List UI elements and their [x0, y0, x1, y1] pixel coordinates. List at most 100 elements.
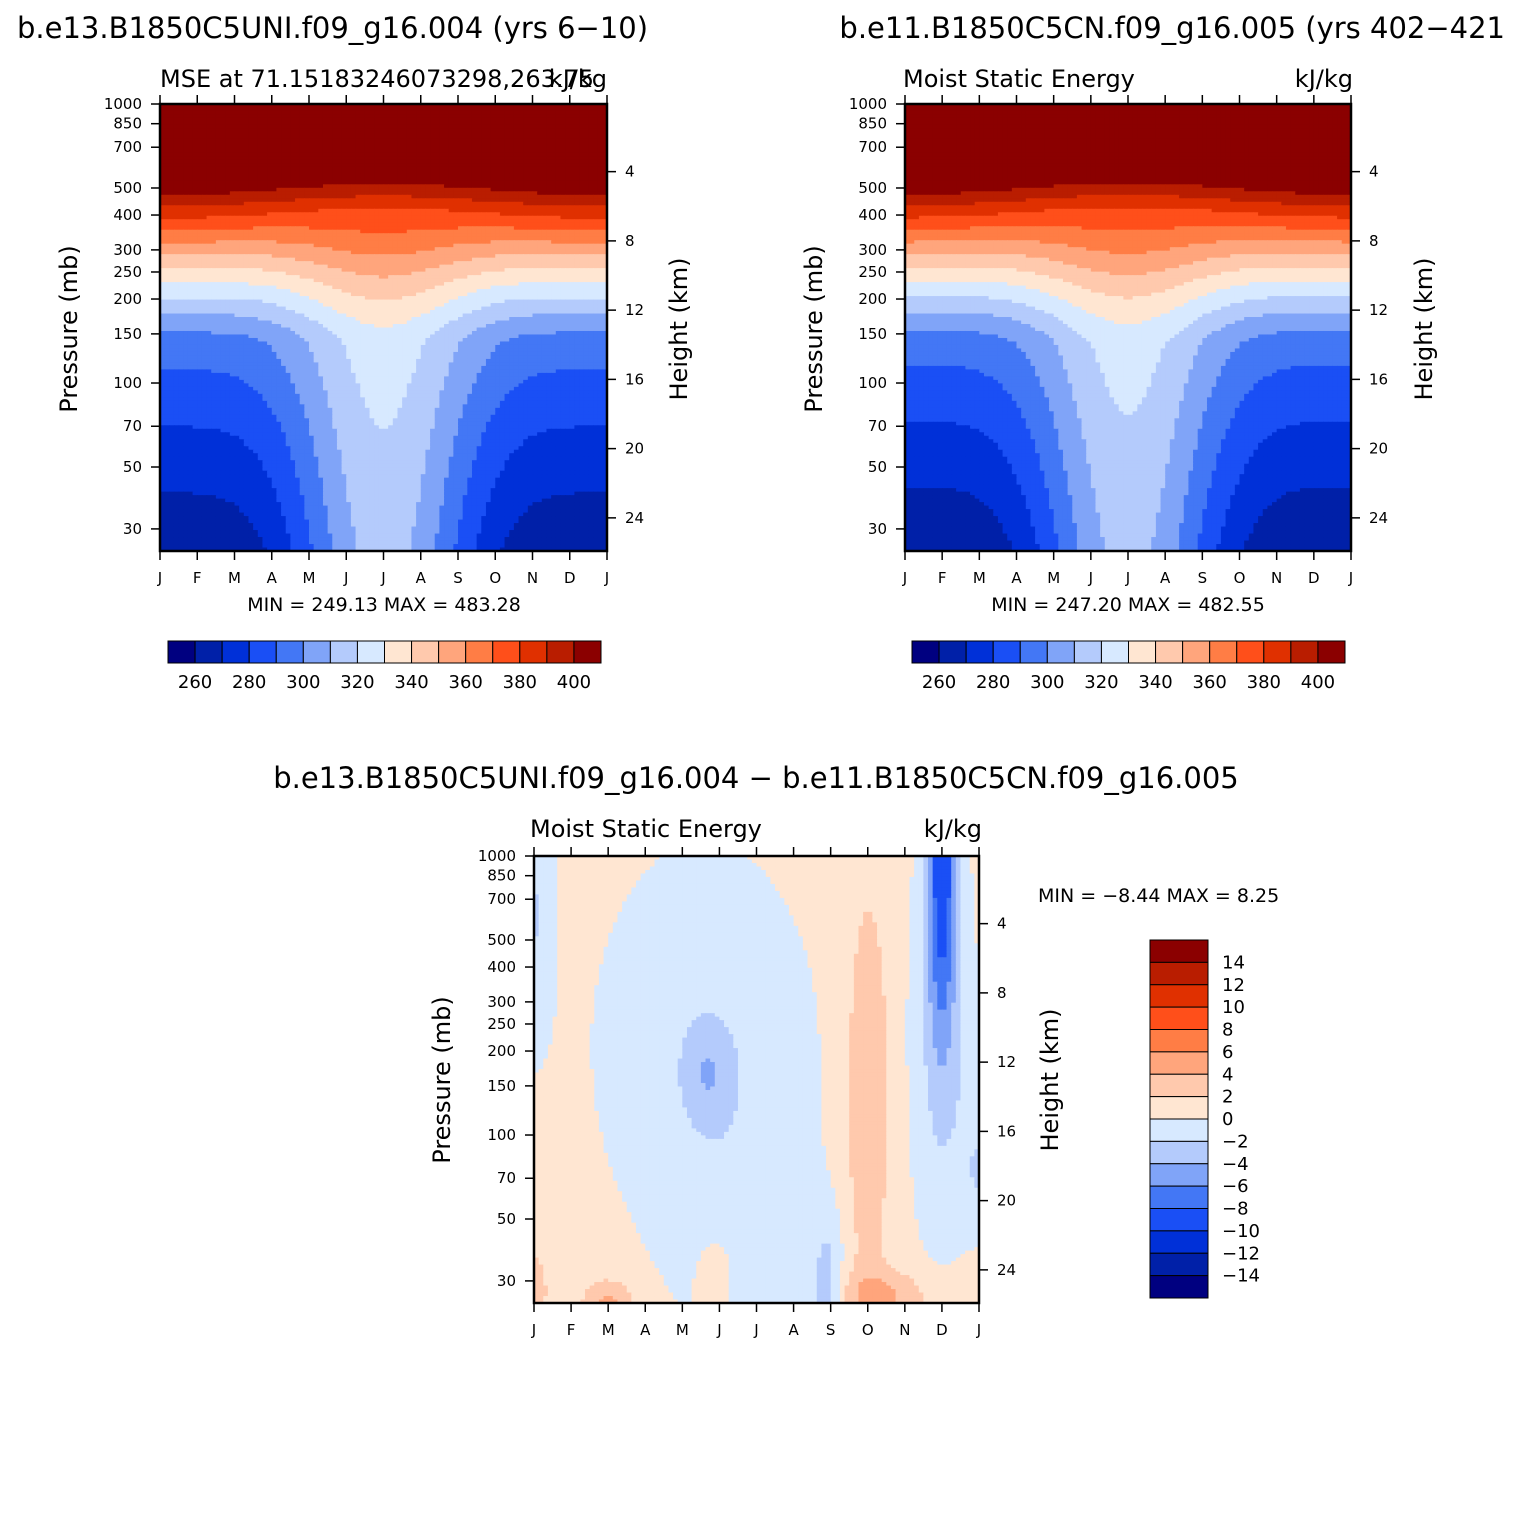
field-cell — [593, 135, 598, 139]
field-cell — [360, 149, 365, 153]
field-cell — [570, 153, 575, 157]
field-cell — [584, 212, 589, 216]
field-cell — [416, 153, 421, 157]
field-cell — [309, 142, 314, 146]
field-cell — [267, 233, 272, 237]
field-cell — [244, 128, 249, 132]
field-cell — [262, 233, 267, 237]
field-cell — [453, 170, 458, 174]
field-cell — [314, 184, 319, 188]
field-cell — [463, 272, 468, 276]
field-cell — [309, 184, 314, 188]
field-cell — [216, 153, 221, 157]
field-cell — [356, 223, 361, 227]
field-cell — [360, 265, 365, 269]
field-cell — [528, 121, 533, 125]
field-cell — [514, 153, 519, 157]
field-cell — [430, 258, 435, 262]
field-cell — [411, 139, 416, 143]
field-cell — [397, 135, 402, 139]
field-cell — [425, 261, 430, 265]
field-cell — [300, 128, 305, 132]
field-cell — [230, 170, 235, 174]
field-cell — [360, 188, 365, 192]
field-cell — [207, 167, 212, 171]
field-cell — [281, 275, 286, 279]
field-cell — [542, 261, 547, 265]
field-cell — [495, 244, 500, 248]
field-cell — [533, 223, 538, 227]
field-cell — [588, 272, 593, 276]
field-cell — [463, 191, 468, 195]
field-cell — [519, 111, 524, 115]
field-cell — [425, 258, 430, 262]
field-cell — [314, 223, 319, 227]
field-cell — [449, 167, 454, 171]
field-cell — [342, 132, 347, 136]
field-cell — [444, 111, 449, 115]
field-cell — [509, 160, 514, 164]
field-cell — [430, 198, 435, 202]
field-cell — [188, 268, 193, 272]
field-cell — [556, 167, 561, 171]
field-cell — [449, 244, 454, 248]
field-cell — [337, 219, 342, 223]
field-cell — [411, 114, 416, 118]
field-cell — [244, 139, 249, 143]
field-cell — [528, 237, 533, 241]
field-cell — [309, 135, 314, 139]
field-cell — [528, 139, 533, 143]
field-cell — [472, 167, 477, 171]
field-cell — [239, 265, 244, 269]
field-cell — [318, 139, 323, 143]
field-cell — [351, 209, 356, 213]
field-cell — [235, 135, 240, 139]
field-cell — [188, 139, 193, 143]
field-cell — [225, 205, 230, 209]
field-cell — [225, 272, 230, 276]
field-cell — [179, 146, 184, 150]
field-cell — [556, 209, 561, 213]
field-cell — [533, 233, 538, 237]
field-cell — [211, 261, 216, 265]
field-cell — [346, 160, 351, 164]
field-cell — [356, 240, 361, 244]
field-cell — [248, 114, 253, 118]
field-cell — [384, 258, 389, 262]
field-cell — [397, 226, 402, 230]
field-cell — [402, 153, 407, 157]
field-cell — [202, 128, 207, 132]
field-cell — [235, 160, 240, 164]
field-cell — [421, 111, 426, 115]
field-cell — [221, 177, 226, 181]
field-cell — [197, 156, 202, 160]
field-cell — [290, 121, 295, 125]
field-cell — [304, 254, 309, 258]
field-cell — [281, 212, 286, 216]
field-cell — [188, 282, 193, 286]
field-cell — [425, 114, 430, 118]
field-cell — [500, 128, 505, 132]
field-cell — [197, 153, 202, 157]
field-cell — [221, 237, 226, 241]
field-cell — [453, 118, 458, 122]
field-cell — [374, 251, 379, 255]
field-cell — [579, 279, 584, 283]
field-cell — [351, 219, 356, 223]
field-cell — [174, 167, 179, 171]
field-cell — [202, 125, 207, 129]
field-cell — [332, 223, 337, 227]
field-cell — [370, 191, 375, 195]
field-cell — [169, 121, 174, 125]
field-cell — [463, 139, 468, 143]
field-cell — [370, 240, 375, 244]
field-cell — [290, 282, 295, 286]
field-cell — [197, 135, 202, 139]
field-cell — [342, 279, 347, 283]
field-cell — [495, 275, 500, 279]
field-cell — [253, 209, 258, 213]
field-cell — [248, 191, 253, 195]
field-cell — [300, 202, 305, 206]
field-cell — [221, 167, 226, 171]
field-cell — [225, 118, 230, 122]
